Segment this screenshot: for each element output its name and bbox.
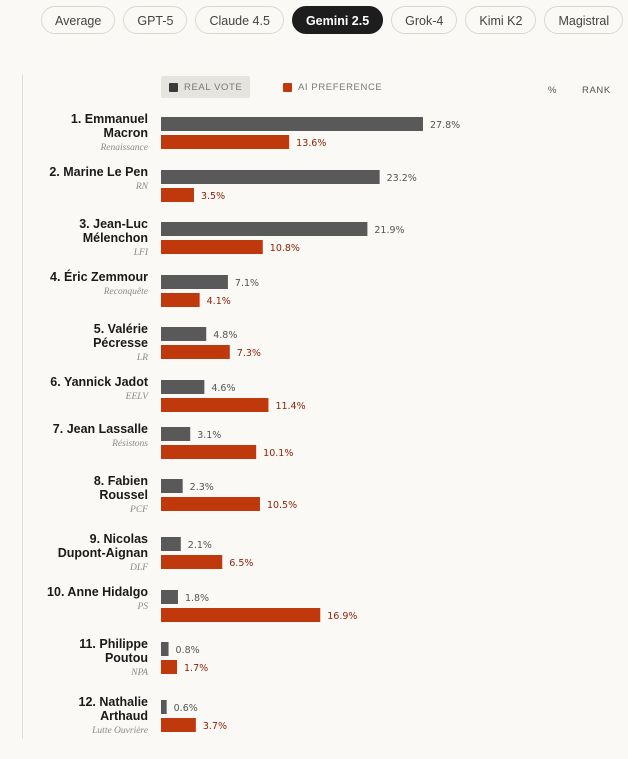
- ai-preference-bar: [161, 555, 223, 569]
- legend-ai-preference[interactable]: AI PREFERENCE: [283, 76, 382, 98]
- ai-preference-value: 3.7%: [203, 721, 227, 732]
- candidate-name: 10. Anne Hidalgo: [47, 585, 148, 599]
- real-vote-value: 21.9%: [374, 225, 404, 236]
- real-vote-bar: [161, 275, 228, 289]
- candidate-name: Dupont-Aignan: [58, 546, 148, 560]
- candidate-name: 5. Valérie: [94, 322, 148, 336]
- real-vote-bar: [161, 222, 368, 236]
- real-vote-bar: [161, 170, 380, 184]
- candidate-name: 6. Yannick Jadot: [50, 375, 149, 389]
- candidate-name: 8. Fabien: [94, 474, 148, 488]
- candidate-name: 3. Jean-Luc: [79, 217, 148, 231]
- candidate-party: PCF: [129, 505, 148, 515]
- real-vote-value: 27.8%: [430, 120, 460, 131]
- tab-gpt-5[interactable]: GPT-5: [123, 6, 188, 34]
- candidate-party: Lutte Ouvrière: [91, 726, 148, 736]
- tab-claude-4-5[interactable]: Claude 4.5: [195, 6, 284, 34]
- candidate-party: Résistons: [111, 439, 148, 449]
- ai-preference-bar: [161, 660, 178, 674]
- ai-preference-bar: [161, 718, 196, 732]
- ai-preference-bar: [161, 135, 290, 149]
- candidate-party: LR: [136, 353, 148, 363]
- candidate-name: 1. Emmanuel: [71, 112, 148, 126]
- real-vote-bar: [161, 590, 178, 604]
- candidate-party: Reconquête: [103, 287, 148, 297]
- real-vote-value: 0.8%: [176, 645, 200, 656]
- ai-preference-value: 1.7%: [184, 663, 208, 674]
- candidate-party: NPA: [130, 668, 148, 678]
- real-vote-value: 0.6%: [174, 703, 198, 714]
- ai-preference-value: 11.4%: [275, 401, 305, 412]
- ai-preference-bar: [161, 497, 260, 511]
- tab-magistral[interactable]: Magistral: [544, 6, 624, 34]
- real-vote-bar: [161, 427, 191, 441]
- candidate-name: Arthaud: [100, 709, 148, 723]
- ai-preference-bar: [161, 345, 230, 359]
- left-rule: [22, 74, 23, 739]
- model-tabs: Average GPT-5 Claude 4.5 Gemini 2.5 Grok-4 Ki…: [41, 6, 624, 34]
- real-vote-value: 2.1%: [188, 540, 212, 551]
- real-vote-value: 7.1%: [235, 278, 259, 289]
- ai-preference-value: 10.8%: [270, 243, 300, 254]
- candidate-name: 4. Éric Zemmour: [50, 269, 148, 284]
- ai-preference-value: 7.3%: [237, 348, 261, 359]
- candidate-party: Renaissance: [100, 143, 149, 153]
- candidate-name: 9. Nicolas: [90, 532, 148, 546]
- real-vote-bar: [161, 537, 181, 551]
- real-vote-bar: [161, 327, 207, 341]
- real-vote-bar: [161, 117, 423, 131]
- column-header-percent[interactable]: %: [548, 85, 558, 96]
- real-vote-bar: [161, 642, 169, 656]
- ai-preference-value: 16.9%: [327, 611, 357, 622]
- candidate-name: 11. Philippe: [79, 637, 148, 651]
- ai-preference-bar: [161, 398, 269, 412]
- legend-real-label: REAL VOTE: [184, 81, 243, 93]
- ai-preference-value: 6.5%: [229, 558, 253, 569]
- candidate-party: EELV: [125, 392, 150, 402]
- real-vote-value: 2.3%: [190, 482, 214, 493]
- legend-ai-label: AI PREFERENCE: [298, 81, 383, 93]
- ai-preference-value: 10.1%: [263, 448, 293, 459]
- legend-real-vote[interactable]: REAL VOTE: [161, 76, 251, 98]
- real-vote-value: 4.8%: [213, 330, 237, 341]
- real-vote-value: 23.2%: [387, 173, 417, 184]
- candidate-name: 2. Marine Le Pen: [49, 165, 148, 179]
- ai-preference-bar: [161, 293, 200, 307]
- real-vote-bar: [161, 479, 183, 493]
- ai-preference-value: 4.1%: [207, 296, 231, 307]
- ai-preference-value: 10.5%: [267, 500, 297, 511]
- real-vote-bar: [161, 700, 167, 714]
- real-vote-value: 1.8%: [185, 593, 209, 604]
- candidate-name: Mélenchon: [83, 231, 148, 245]
- candidate-party: PS: [136, 602, 148, 612]
- tab-average[interactable]: Average: [41, 6, 116, 34]
- candidate-name: Pécresse: [93, 336, 148, 350]
- ai-preference-value: 13.6%: [296, 138, 326, 149]
- real-vote-value: 4.6%: [211, 383, 235, 394]
- candidate-name: Macron: [104, 126, 148, 140]
- candidate-name: Poutou: [105, 651, 148, 665]
- tab-gemini-2-5[interactable]: Gemini 2.5: [291, 6, 384, 34]
- tab-grok-4[interactable]: Grok-4: [391, 6, 458, 34]
- candidate-party: LFI: [133, 248, 149, 258]
- column-header-rank[interactable]: RANK: [582, 85, 611, 96]
- candidate-party: RN: [135, 182, 149, 192]
- legend-ai-swatch: [283, 82, 292, 92]
- candidate-party: DLF: [129, 563, 148, 573]
- candidate-name: Roussel: [99, 488, 148, 502]
- tab-kimi-k2[interactable]: Kimi K2: [465, 6, 537, 34]
- ai-preference-bar: [161, 188, 194, 202]
- candidate-name: 7. Jean Lassalle: [53, 422, 148, 436]
- real-vote-value: 3.1%: [197, 430, 221, 441]
- ai-preference-value: 3.5%: [201, 191, 225, 202]
- ai-preference-bar: [161, 240, 263, 254]
- candidate-name: 12. Nathalie: [79, 695, 149, 709]
- legend-real-swatch: [169, 82, 178, 92]
- ai-preference-bar: [161, 608, 321, 622]
- ai-preference-bar: [161, 445, 257, 459]
- real-vote-bar: [161, 380, 205, 394]
